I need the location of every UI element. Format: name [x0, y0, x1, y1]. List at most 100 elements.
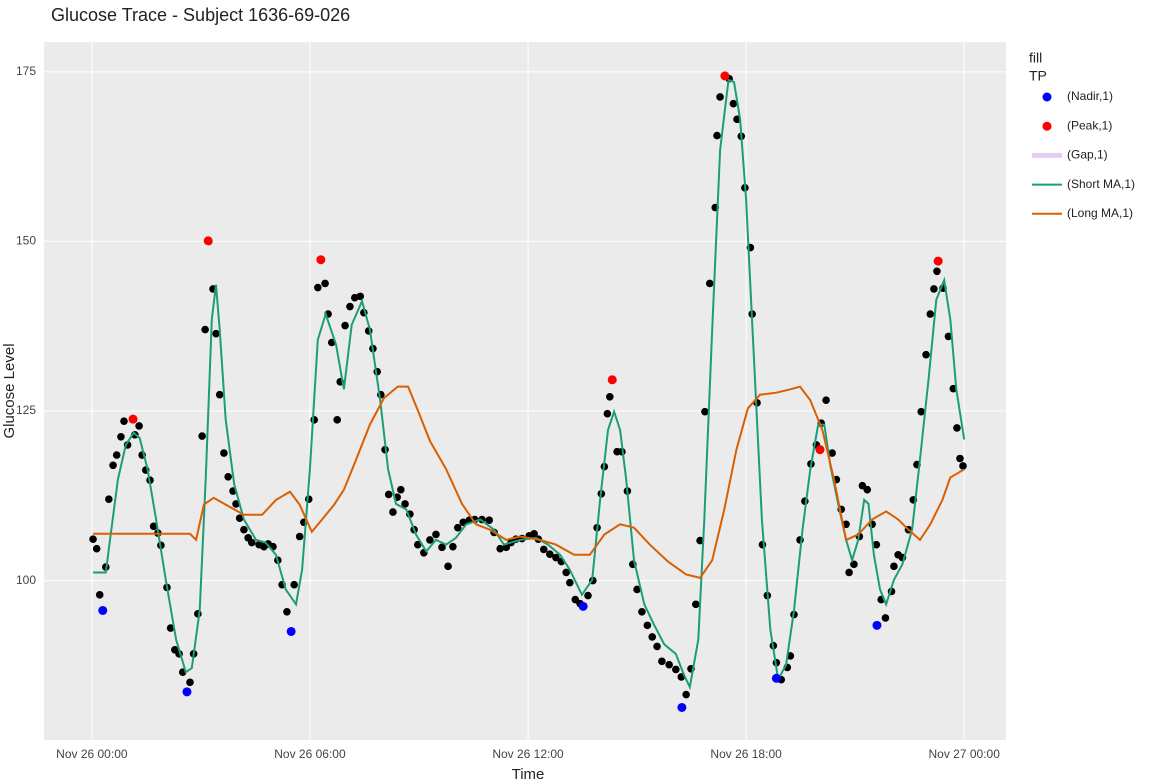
- glucose-point: [959, 462, 967, 470]
- glucose-point: [701, 407, 709, 416]
- glucose-point: [149, 522, 158, 531]
- tp-point: [578, 601, 588, 611]
- tp-point: [286, 626, 296, 636]
- glucose-point: [658, 657, 666, 666]
- glucose-point: [606, 392, 614, 401]
- glucose-point: [321, 279, 329, 288]
- glucose-point: [333, 416, 342, 424]
- legend-label: (Long MA,1): [1067, 206, 1133, 220]
- glucose-point: [201, 325, 209, 334]
- glucose-point: [930, 285, 938, 293]
- glucose-point: [426, 536, 434, 544]
- glucose-point: [290, 580, 298, 589]
- glucose-point: [397, 485, 405, 494]
- glucose-point: [552, 553, 560, 562]
- glucose-point: [438, 543, 446, 552]
- glucose-point: [384, 490, 393, 499]
- glucose-point: [648, 633, 657, 641]
- glucose-point: [653, 642, 661, 651]
- glucose-point: [449, 542, 457, 551]
- glucose-point: [186, 678, 194, 687]
- chart-title: Glucose Trace - Subject 1636-69-026: [51, 5, 350, 25]
- glucose-point: [310, 416, 318, 424]
- legend-label: (Peak,1): [1067, 118, 1112, 132]
- glucose-point: [881, 614, 890, 622]
- glucose-point: [198, 432, 206, 440]
- tp-point: [771, 673, 781, 683]
- glucose-point: [729, 99, 738, 108]
- glucose-point: [485, 516, 494, 525]
- legend-swatch: [1042, 121, 1052, 131]
- x-tick-label: Nov 27 00:00: [929, 747, 1001, 761]
- glucose-point: [716, 93, 724, 101]
- glucose-point: [944, 332, 953, 341]
- glucose-point: [401, 500, 409, 508]
- glucose-point: [346, 302, 354, 311]
- glucose-point: [117, 432, 125, 441]
- x-tick-label: Nov 26 12:00: [492, 747, 564, 761]
- tp-point: [933, 256, 943, 266]
- glucose-point: [215, 390, 224, 399]
- glucose-point: [890, 562, 898, 571]
- glucose-point: [713, 131, 721, 140]
- glucose-point: [638, 607, 646, 616]
- glucose-point: [845, 568, 853, 577]
- glucose-point: [220, 449, 228, 457]
- glucose-point: [665, 660, 673, 669]
- x-tick-label: Nov 26 18:00: [710, 747, 782, 761]
- legend-title: TP: [1029, 68, 1047, 84]
- y-tick-label: 150: [16, 234, 36, 248]
- x-axis-title: Time: [512, 766, 545, 783]
- glucose-point: [356, 292, 365, 301]
- glucose-point: [828, 449, 836, 457]
- legend-title: fill: [1029, 50, 1042, 66]
- glucose-point: [232, 500, 240, 508]
- glucose-point: [413, 540, 422, 549]
- glucose-point: [112, 451, 121, 459]
- tp-point: [607, 375, 617, 385]
- glucose-point: [341, 321, 349, 330]
- glucose-point: [562, 568, 570, 577]
- legend-swatch: [1042, 92, 1052, 102]
- glucose-point: [566, 578, 574, 587]
- glucose-point: [546, 550, 554, 558]
- glucose-point: [584, 591, 592, 600]
- glucose-point: [212, 329, 220, 338]
- tp-point: [815, 445, 825, 455]
- tp-point: [203, 236, 213, 246]
- tp-point: [182, 687, 192, 697]
- tp-point: [872, 620, 882, 630]
- glucose-point: [530, 529, 538, 538]
- y-tick-label: 175: [16, 64, 36, 78]
- glucose-point: [224, 473, 232, 481]
- glucose-point: [444, 562, 452, 571]
- glucose-point: [872, 540, 881, 549]
- glucose-point: [166, 624, 175, 632]
- y-tick-label: 125: [16, 403, 36, 417]
- glucose-point: [850, 560, 858, 569]
- y-tick-label: 100: [16, 573, 36, 587]
- glucose-point: [295, 532, 304, 541]
- tp-point: [720, 71, 730, 81]
- glucose-point: [247, 538, 256, 547]
- glucose-point: [453, 523, 462, 532]
- glucose-point: [953, 424, 961, 432]
- glucose-point: [105, 495, 113, 503]
- legend-label: (Short MA,1): [1067, 177, 1135, 191]
- glucose-point: [389, 508, 397, 516]
- glucose-point: [92, 544, 101, 553]
- glucose-point: [109, 461, 117, 470]
- glucose-point: [822, 396, 830, 404]
- glucose-point: [922, 350, 930, 359]
- glucose-point: [692, 600, 700, 609]
- glucose-point: [496, 544, 504, 553]
- tp-point: [128, 414, 138, 424]
- glucose-point: [603, 409, 612, 418]
- glucose-point: [314, 283, 322, 292]
- x-tick-label: Nov 26 06:00: [274, 747, 346, 761]
- y-axis-title: Glucose Level: [1, 343, 18, 438]
- glucose-point: [235, 514, 244, 522]
- glucose-point: [672, 665, 680, 674]
- legend-label: (Gap,1): [1067, 148, 1108, 162]
- glucose-point: [95, 591, 104, 599]
